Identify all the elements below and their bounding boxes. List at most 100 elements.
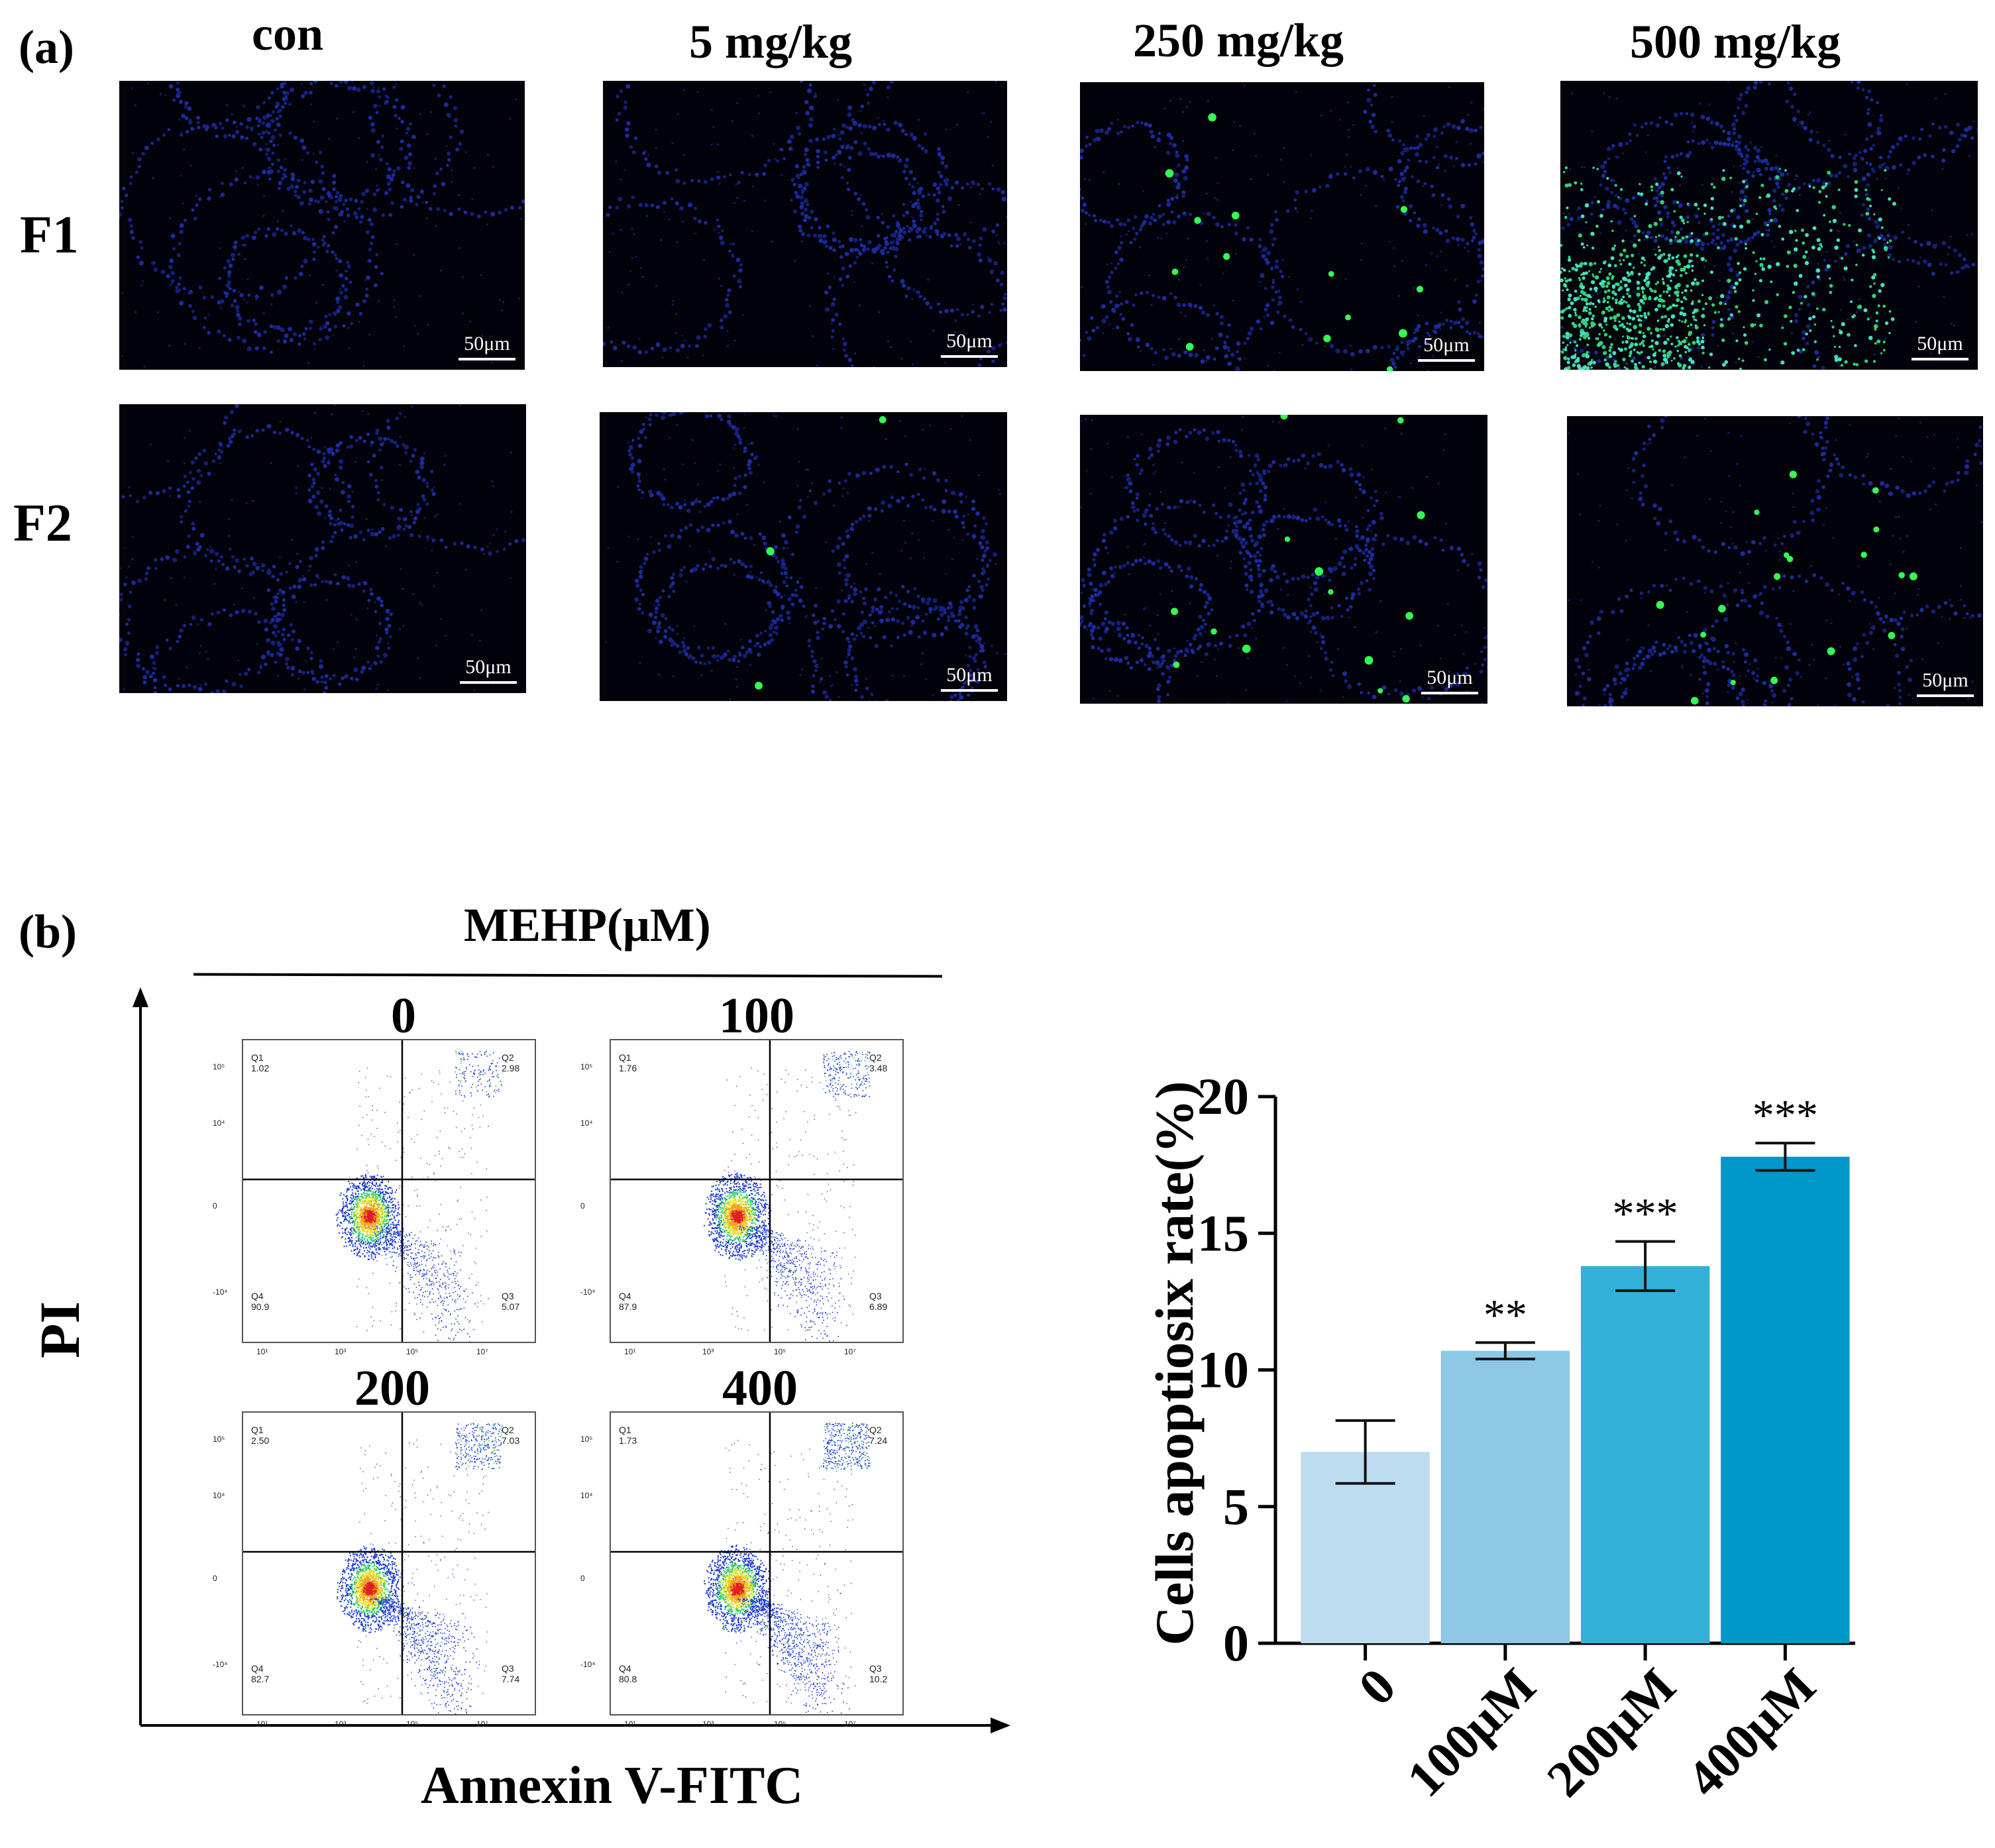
significance-label: *** (1613, 1190, 1678, 1238)
scale-bar-line (941, 689, 998, 692)
quadrant-name: Q1 (251, 1425, 269, 1435)
scale-bar-label: 50μm (1912, 333, 1968, 355)
bar-x-tick-label: 0 (1348, 1657, 1407, 1716)
flow-x-tick: 10⁷ (844, 1347, 856, 1356)
bar-x-tick-label: 400μM (1676, 1657, 1827, 1808)
scale-bar: 50μm (460, 656, 517, 684)
quadrant-name: Q3 (502, 1663, 519, 1674)
bar-y-tick-label: 15 (1197, 1204, 1249, 1262)
quadrant-percent: 1.02 (251, 1063, 269, 1073)
quadrant-q3: Q3 7.74 (502, 1663, 519, 1684)
quadrant-percent: 2.50 (251, 1435, 269, 1446)
quadrant-percent: 82.7 (251, 1674, 269, 1684)
micrograph-stain (603, 81, 1007, 367)
micrograph-f1-con: 50μm (119, 81, 525, 370)
scale-bar: 50μm (941, 664, 998, 692)
panel-b-label: (b) (19, 904, 77, 959)
quadrant-q3: Q3 6.89 (869, 1291, 887, 1312)
flow-y-tick: 10⁵ (213, 1062, 225, 1071)
flow-y-tick: 10⁴ (213, 1118, 225, 1128)
quadrant-q4: Q4 80.8 (619, 1663, 637, 1684)
bar-200μM (1580, 1266, 1710, 1643)
flow-plot-title: 400 (722, 1360, 798, 1417)
significance-label: *** (1752, 1091, 1818, 1140)
micrograph-stain (604, 412, 1006, 701)
quadrant-q1: Q1 1.76 (619, 1052, 637, 1073)
column-header-500mg: 500 mg/kg (1630, 15, 1841, 70)
quadrant-percent: 80.8 (619, 1674, 637, 1684)
panel-a-label: (a) (19, 20, 74, 75)
scale-bar-label: 50μm (941, 330, 998, 353)
flow-y-tick: 0 (213, 1201, 217, 1211)
quadrant-name: Q2 (869, 1425, 887, 1435)
scale-bar-line (1917, 694, 1974, 697)
flow-plot-200: Q1 2.50 Q2 7.03 Q3 7.74 Q4 82.7 (242, 1411, 536, 1733)
quadrant-percent: 7.74 (502, 1674, 519, 1684)
quadrant-q3: Q3 5.07 (502, 1291, 519, 1312)
bar-400μM (1721, 1156, 1850, 1643)
micrograph-stain (1568, 416, 1983, 706)
flow-y-tick: 10⁴ (580, 1491, 593, 1500)
quadrant-percent: 1.76 (619, 1063, 637, 1073)
quadrant-q2: Q2 7.24 (869, 1425, 887, 1446)
flow-plot-title: 100 (719, 987, 794, 1045)
column-header-5mg: 5 mg/kg (689, 15, 852, 70)
micrograph-stain (119, 404, 526, 693)
quadrant-name: Q4 (619, 1663, 637, 1674)
flow-y-axis-label: PI (27, 1226, 93, 1358)
flow-scatter (611, 1413, 902, 1739)
quadrant-percent: 2.98 (502, 1063, 519, 1073)
bar-x-tick-label: 200μM (1536, 1657, 1687, 1808)
scale-bar-label: 50μm (1917, 669, 1974, 692)
bar-100μM (1440, 1350, 1570, 1643)
flow-scatter (243, 1413, 535, 1733)
flow-x-axis-label: Annexin V-FITC (421, 1756, 803, 1816)
quadrant-percent: 90.9 (251, 1301, 269, 1312)
quadrant-q3: Q3 10.2 (869, 1663, 887, 1684)
quadrant-q4: Q4 90.9 (251, 1291, 269, 1312)
flow-x-tick: 10⁷ (476, 1719, 488, 1729)
quadrant-percent: 5.07 (502, 1301, 519, 1312)
micrograph-f1-250mg: 50μm (1080, 82, 1484, 371)
flow-y-tick: -10⁴ (580, 1660, 596, 1669)
flow-plot-100: Q1 1.76 Q2 3.48 Q3 6.89 Q4 87.9 (610, 1039, 904, 1362)
micrograph-stain (1080, 415, 1487, 704)
bar-y-tick-label: 0 (1223, 1614, 1249, 1672)
flow-x-tick: 10⁷ (476, 1347, 488, 1356)
flow-plot-title: 200 (354, 1360, 430, 1417)
flow-x-tick: 10³ (335, 1719, 346, 1729)
micrograph-stain (1080, 82, 1484, 371)
scale-bar-line (941, 355, 998, 358)
scale-bar: 50μm (941, 330, 998, 358)
row-label-f2: F2 (13, 494, 72, 554)
flow-scatter (243, 1040, 535, 1360)
micrograph-stain (1560, 81, 1978, 370)
micrograph-f2-500mg: 50μm (1567, 416, 1983, 706)
quadrant-percent: 1.73 (619, 1435, 637, 1446)
quadrant-name: Q1 (251, 1052, 269, 1063)
quadrant-name: Q3 (869, 1663, 887, 1674)
flow-x-tick: 10³ (702, 1347, 714, 1356)
quadrant-percent: 87.9 (619, 1301, 637, 1312)
flow-x-tick: 10⁷ (844, 1719, 856, 1729)
quadrant-percent: 6.89 (869, 1301, 887, 1312)
flow-y-tick: 0 (580, 1574, 585, 1583)
row-label-f1: F1 (20, 205, 79, 266)
quadrant-q2: Q2 2.98 (502, 1052, 519, 1073)
scale-bar: 50μm (1421, 667, 1478, 694)
quadrant-q2: Q2 3.48 (869, 1052, 887, 1073)
micrograph-f1-5mg: 50μm (603, 81, 1007, 367)
quadrant-name: Q1 (619, 1052, 637, 1063)
quadrant-q1: Q1 1.73 (619, 1425, 637, 1446)
flow-x-tick: 10¹ (256, 1719, 268, 1729)
quadrant-q4: Q4 87.9 (619, 1291, 637, 1312)
quadrant-q2: Q2 7.03 (502, 1425, 519, 1446)
flow-y-tick: 0 (213, 1574, 217, 1583)
flow-plot-0: Q1 1.02 Q2 2.98 Q3 5.07 Q4 90.9 (242, 1039, 536, 1360)
micrograph-f2-con: 50μm (119, 404, 526, 693)
quadrant-name: Q3 (869, 1291, 887, 1301)
quadrant-name: Q2 (869, 1052, 887, 1063)
quadrant-q1: Q1 2.50 (251, 1425, 269, 1446)
flow-plot-title: 0 (391, 987, 416, 1045)
quadrant-q4: Q4 82.7 (251, 1663, 269, 1684)
